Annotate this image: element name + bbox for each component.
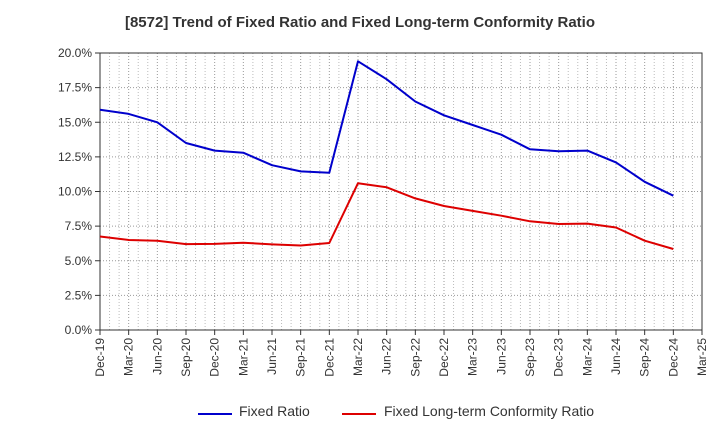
x-tick-label: Dec-21	[322, 338, 336, 377]
chart-title: [8572] Trend of Fixed Ratio and Fixed Lo…	[124, 14, 596, 31]
x-tick-label: Mar-20	[122, 338, 136, 376]
x-tick-label: Jun-20	[150, 338, 164, 375]
x-tick-label: Jun-23	[494, 338, 508, 375]
x-tick-label: Dec-22	[437, 338, 451, 377]
series-line-0	[99, 60, 674, 197]
x-tick-label: Sep-20	[179, 338, 193, 377]
legend-label-conformity-ratio: Fixed Long-term Conformity Ratio	[384, 403, 595, 419]
y-tick-label: 5.0%	[65, 254, 93, 268]
x-tick-label: Jun-22	[380, 338, 394, 375]
y-tick-label: 10.0%	[58, 185, 92, 199]
y-tick-label: 2.5%	[65, 288, 93, 302]
x-tick-label: Sep-22	[408, 338, 422, 377]
x-tick-label: Dec-20	[208, 338, 222, 377]
y-tick-label: 15.0%	[58, 115, 92, 129]
x-tick-label: Sep-21	[294, 338, 308, 377]
x-tick-label: Mar-25	[695, 338, 709, 376]
y-tick-label: 20.0%	[58, 46, 92, 60]
x-tick-label: Mar-23	[466, 338, 480, 376]
x-tick-label: Sep-23	[523, 338, 537, 377]
x-tick-label: Mar-22	[351, 338, 365, 376]
legend: Fixed Ratio Fixed Long-term Conformity R…	[0, 403, 720, 427]
y-tick-label: 17.5%	[58, 81, 92, 95]
x-tick-label: Jun-21	[265, 338, 279, 375]
x-tick-label: Dec-23	[552, 338, 566, 377]
x-tick-label: Mar-24	[580, 338, 594, 376]
legend-label-fixed-ratio: Fixed Ratio	[239, 403, 310, 419]
series-line-1	[99, 182, 674, 250]
legend-swatch-fixed-ratio	[198, 413, 232, 415]
x-tick-label: Jun-24	[609, 338, 623, 375]
y-tick-label: 12.5%	[58, 150, 92, 164]
x-tick-label: Mar-21	[236, 338, 250, 376]
x-tick-label: Dec-19	[93, 338, 107, 377]
x-tick-label: Dec-24	[666, 338, 680, 377]
y-tick-label: 0.0%	[65, 323, 93, 337]
plot-border	[99, 52, 703, 331]
x-tick-label: Sep-24	[638, 338, 652, 377]
legend-swatch-conformity-ratio	[342, 413, 376, 415]
y-tick-label: 7.5%	[65, 219, 93, 233]
